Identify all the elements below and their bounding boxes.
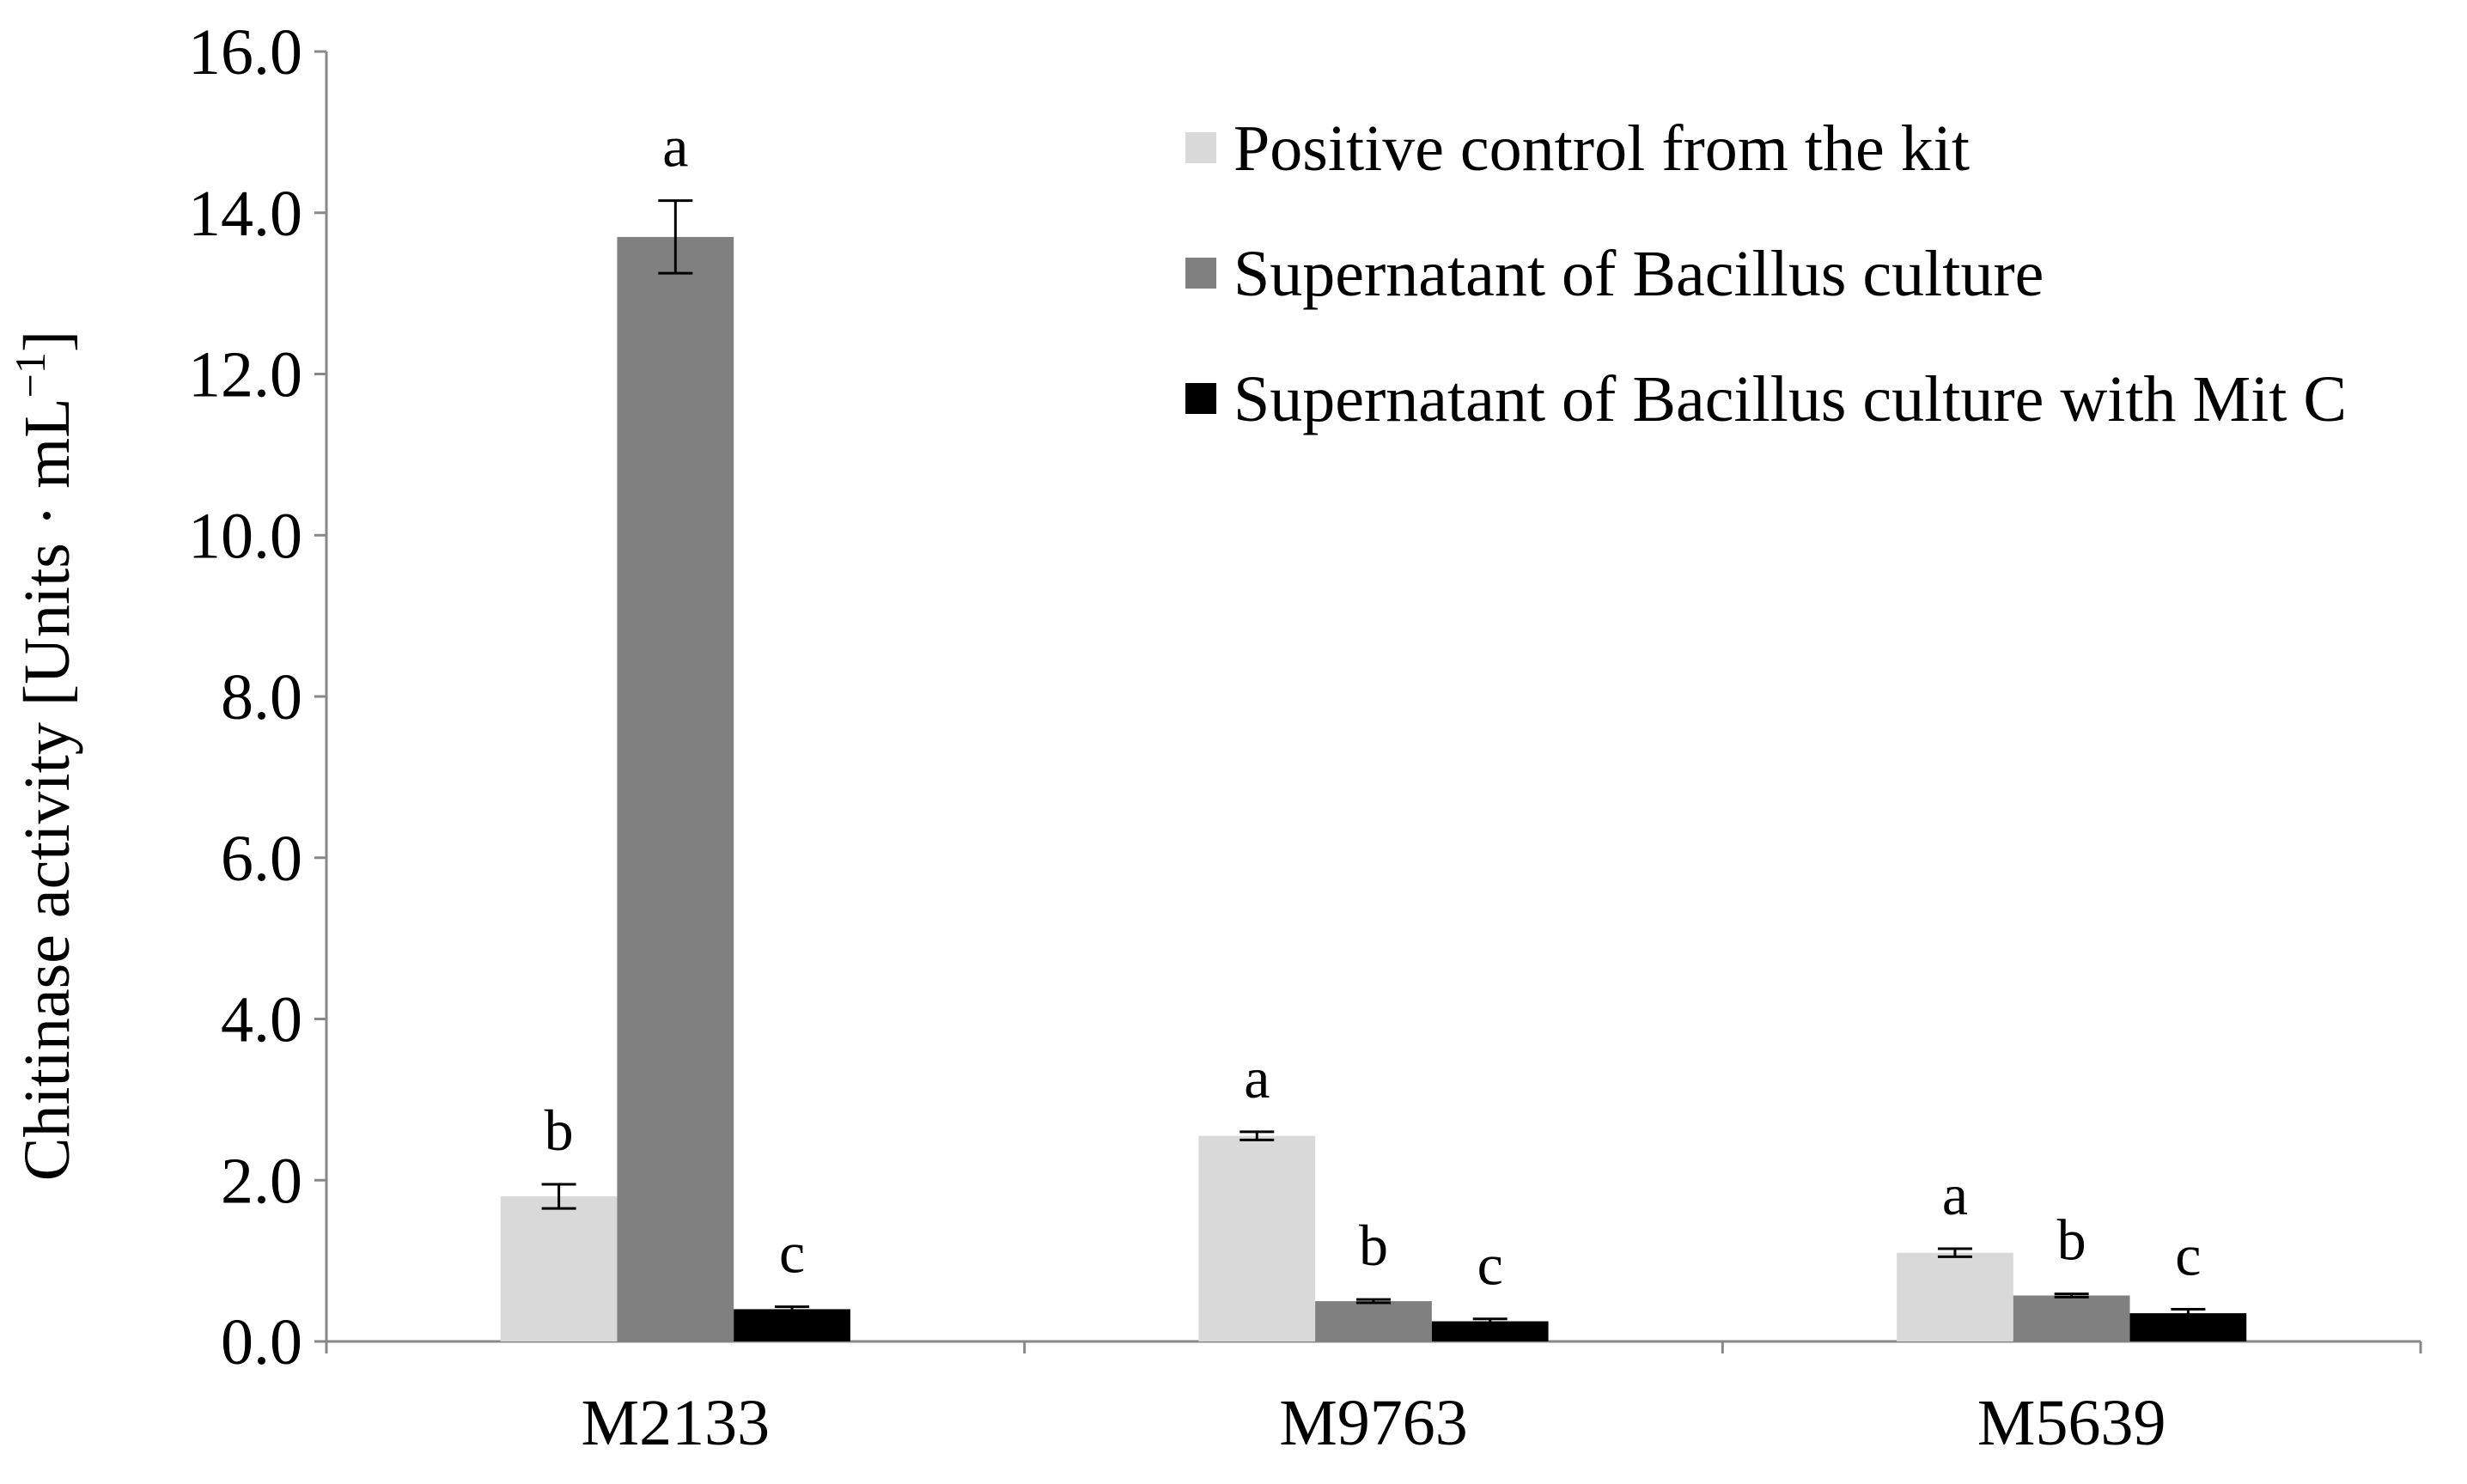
y-tick-label: 6.0 bbox=[221, 823, 302, 895]
x-category-label: M2133 bbox=[582, 1387, 771, 1459]
legend: Positive control from the kit Supernatant… bbox=[1185, 113, 2347, 435]
bar bbox=[500, 1196, 618, 1341]
legend-swatch bbox=[1185, 258, 1216, 289]
bar bbox=[1897, 1252, 2013, 1341]
y-tick-label: 12.0 bbox=[188, 339, 302, 411]
significance-letter: b bbox=[545, 1098, 574, 1163]
significance-letter: a bbox=[662, 114, 688, 179]
significance-letter: a bbox=[1244, 1045, 1270, 1110]
y-tick-label: 14.0 bbox=[188, 178, 302, 250]
y-tick-label: 8.0 bbox=[221, 661, 302, 733]
x-axis: M2133 M9763 M5639 bbox=[325, 1340, 2422, 1459]
bar bbox=[2013, 1295, 2130, 1341]
significance-letter: c bbox=[2175, 1222, 2201, 1287]
bar bbox=[1198, 1135, 1316, 1341]
bar bbox=[1315, 1301, 1432, 1341]
bar bbox=[734, 1309, 850, 1341]
significance-labels: b a c a b c a b c bbox=[545, 114, 2202, 1298]
error-bars bbox=[541, 199, 2206, 1325]
significance-letter: b bbox=[1359, 1213, 1388, 1278]
legend-label: Positive control from the kit bbox=[1234, 113, 1970, 185]
legend-label: Supernatant of Bacillus culture bbox=[1234, 238, 2044, 310]
significance-letter: b bbox=[2057, 1207, 2086, 1273]
significance-letter: c bbox=[1477, 1232, 1503, 1298]
bar bbox=[1431, 1321, 1549, 1341]
y-tick-label: 2.0 bbox=[221, 1145, 302, 1217]
legend-swatch bbox=[1185, 132, 1216, 163]
y-tick-label: 4.0 bbox=[221, 984, 302, 1056]
y-tick-label: 0.0 bbox=[221, 1306, 302, 1378]
significance-letter: c bbox=[779, 1220, 805, 1286]
legend-swatch bbox=[1185, 383, 1216, 414]
y-tick-label: 16.0 bbox=[188, 16, 302, 88]
x-category-label: M5639 bbox=[1977, 1387, 2166, 1459]
y-tick-label: 10.0 bbox=[188, 500, 302, 572]
y-axis-label: Chitinase activity [Units · mL−1] bbox=[6, 331, 83, 1181]
bar bbox=[617, 236, 734, 1342]
legend-label: Supernatant of Bacillus culture with Mit… bbox=[1234, 363, 2347, 435]
x-category-label: M9763 bbox=[1279, 1387, 1468, 1459]
significance-letter: a bbox=[1942, 1162, 1968, 1227]
y-axis: 0.0 2.0 4.0 6.0 8.0 10.0 12.0 14.0 16.0 bbox=[188, 16, 328, 1378]
